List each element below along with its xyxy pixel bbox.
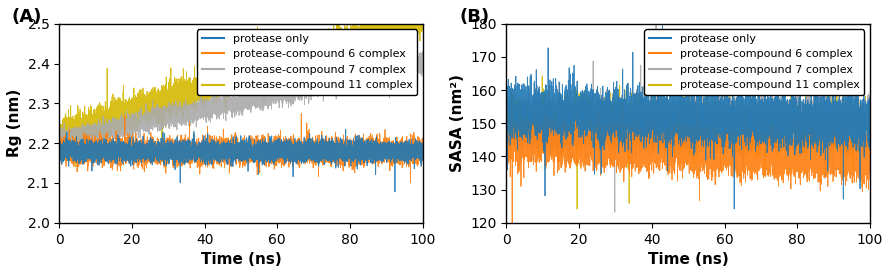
X-axis label: Time (ns): Time (ns) [200,252,281,267]
Y-axis label: SASA (nm²): SASA (nm²) [449,74,465,172]
Legend: protease only, protease-compound 6 complex, protease-compound 7 complex, proteas: protease only, protease-compound 6 compl… [644,29,864,95]
Y-axis label: Rg (nm): Rg (nm) [7,89,22,158]
Legend: protease only, protease-compound 6 complex, protease-compound 7 complex, proteas: protease only, protease-compound 6 compl… [198,29,417,95]
Text: (A): (A) [12,8,43,26]
X-axis label: Time (ns): Time (ns) [648,252,729,267]
Text: (B): (B) [459,8,490,26]
